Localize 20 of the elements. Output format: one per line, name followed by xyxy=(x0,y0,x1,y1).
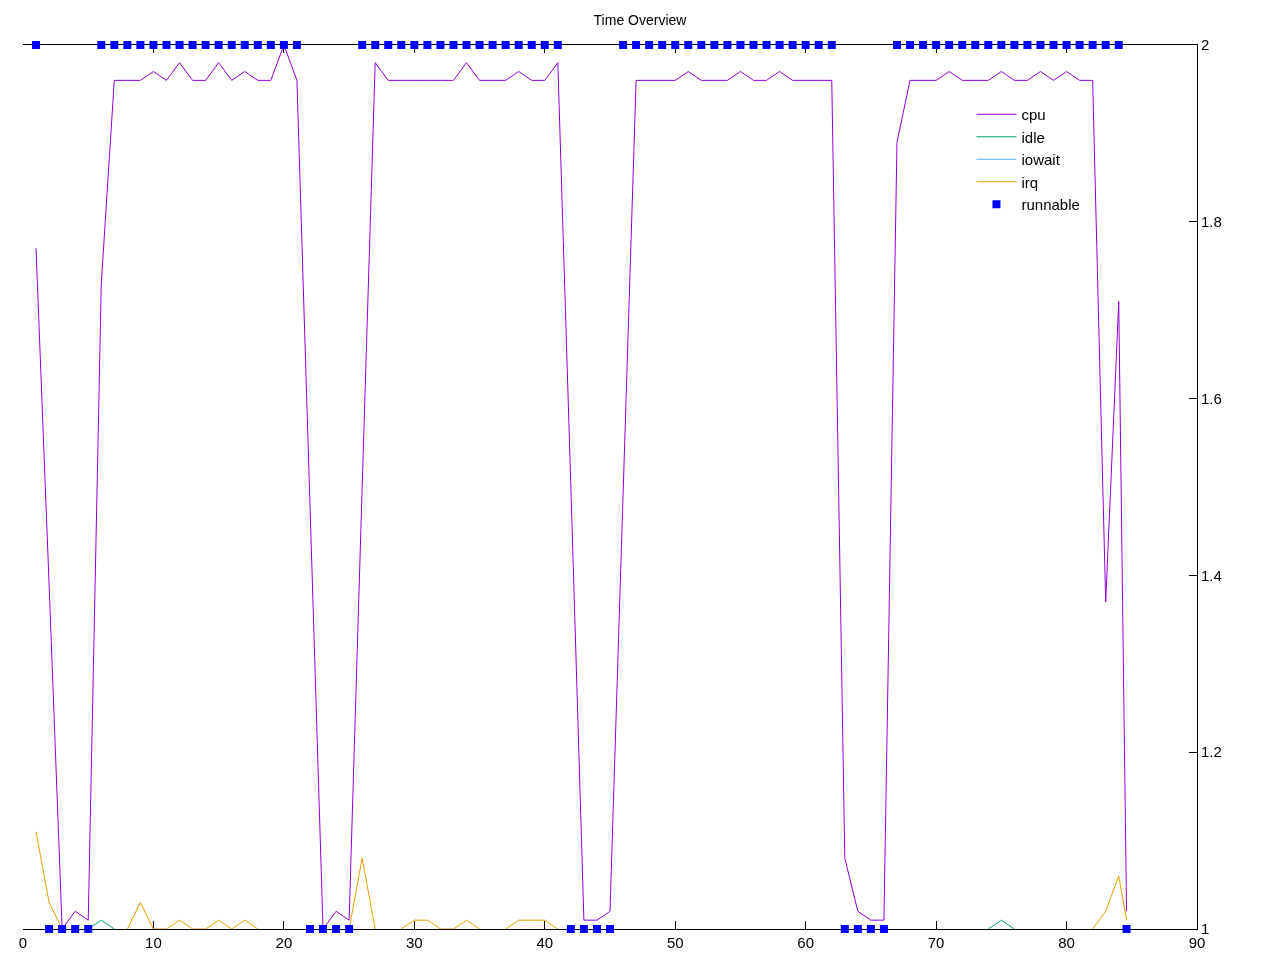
x-tick-label: 30 xyxy=(405,934,423,951)
x-tick-label: 50 xyxy=(666,934,684,951)
legend-label: runnable xyxy=(1021,196,1080,214)
y2-tick-label: 1.8 xyxy=(1201,213,1222,231)
x-tick-label: 20 xyxy=(275,934,293,951)
y2-tick-label: 1.6 xyxy=(1201,389,1222,407)
legend-label: irq xyxy=(1021,173,1039,191)
chart-title: Time Overview xyxy=(593,12,688,29)
x-tick-label: 70 xyxy=(927,934,945,951)
x-tick-label: 80 xyxy=(1058,934,1075,951)
legend-label: idle xyxy=(1021,128,1045,146)
y2-tick-label: 2 xyxy=(1201,36,1210,54)
legend-label: cpu xyxy=(1021,106,1046,124)
legend-label: iowait xyxy=(1021,151,1061,169)
x-tick-label: 10 xyxy=(145,934,162,951)
x-tick-label: 60 xyxy=(797,934,815,951)
y2-tick-label: 1.4 xyxy=(1201,566,1222,584)
y2-tick-label: 1.2 xyxy=(1201,743,1222,761)
x-tick-label: 0 xyxy=(18,934,28,951)
x-tick-label: 40 xyxy=(536,934,554,951)
